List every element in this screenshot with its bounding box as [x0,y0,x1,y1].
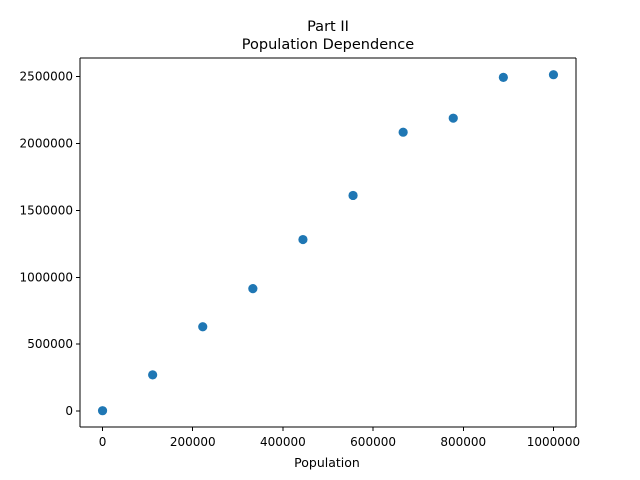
data-point [498,72,508,82]
y-tick-label: 1500000 [20,203,73,217]
data-points [97,70,559,416]
data-point [298,234,308,245]
data-point [97,406,108,416]
y-tick-label: 0 [65,404,73,418]
data-point [148,370,158,380]
plot-area [79,57,577,428]
data-point [448,113,458,123]
data-point [198,322,208,332]
chart-title: Part II [307,19,349,35]
y-tick-label: 2000000 [20,137,73,151]
y-tick-label: 1000000 [20,270,73,284]
x-tick-label: 400000 [260,435,306,449]
y-axis: 0 500000 1000000 1500000 2000000 2500000 [20,70,80,418]
x-tick-label: 1000000 [527,435,580,449]
plot-background [80,58,576,427]
x-axis: 0 200000 400000 600000 800000 1000000 [99,427,580,449]
x-tick-label: 0 [99,435,107,449]
data-point [398,127,408,137]
x-tick-label: 800000 [440,435,486,449]
data-point [348,190,358,201]
data-point [548,70,559,80]
x-tick-label: 200000 [170,435,216,449]
x-axis-label: Population [294,455,360,470]
chart-subtitle: Population Dependence [242,37,414,53]
y-tick-label: 2500000 [20,70,73,84]
data-point [248,284,258,294]
y-tick-label: 500000 [27,337,73,351]
x-tick-label: 600000 [350,435,396,449]
